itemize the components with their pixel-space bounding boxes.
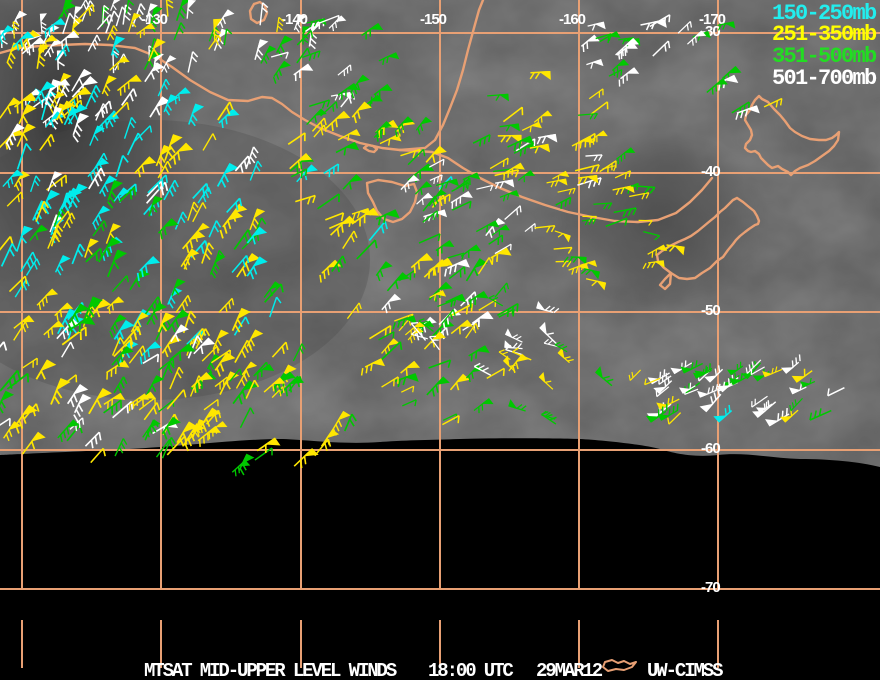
svg-text:29MAR12: 29MAR12	[536, 660, 603, 680]
svg-text:MTSAT MID-UPPER LEVEL WINDS: MTSAT MID-UPPER LEVEL WINDS	[144, 660, 397, 680]
svg-text:18:00 UTC: 18:00 UTC	[428, 660, 513, 680]
svg-text:UW-CIMSS: UW-CIMSS	[647, 660, 723, 680]
